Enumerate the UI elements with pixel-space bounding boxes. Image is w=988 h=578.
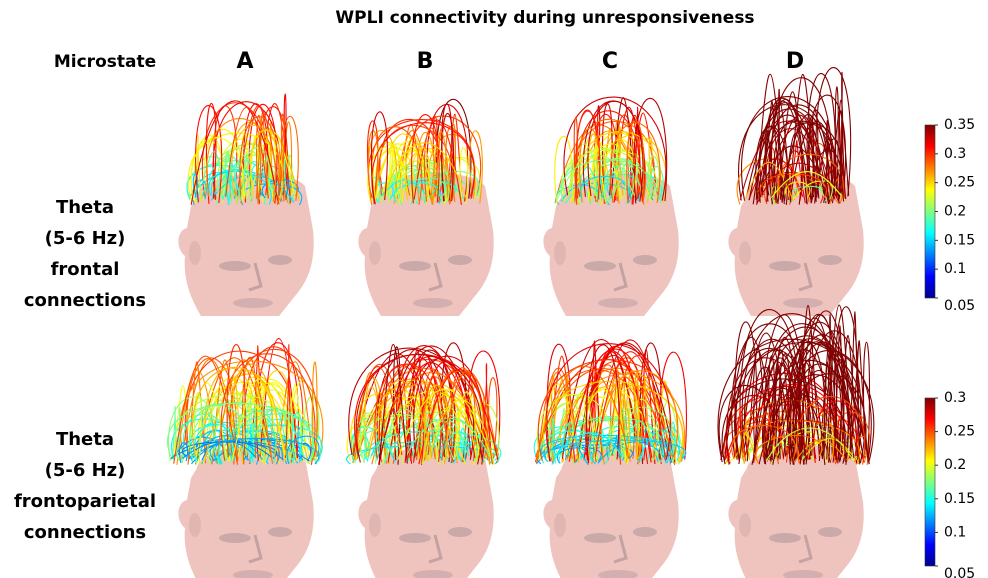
row-label: Theta — [56, 197, 114, 218]
row-label: Theta — [56, 429, 114, 450]
row-label: connections — [24, 522, 146, 543]
colorbar-tick-label: 0.35 — [944, 117, 975, 133]
head — [728, 445, 863, 578]
colorbar-tick-label: 0.1 — [944, 524, 966, 540]
column-label: A — [236, 49, 253, 74]
figure: WPLI connectivity during unresponsivenes… — [0, 0, 988, 578]
head — [543, 445, 678, 578]
column-label: B — [417, 49, 434, 74]
row-label: (5-6 Hz) — [45, 460, 126, 481]
connectivity-arcs — [168, 339, 323, 465]
connectivity-arcs — [347, 343, 501, 465]
connectivity-arcs — [534, 340, 686, 465]
row-label: frontal — [51, 259, 120, 280]
column-label: C — [602, 49, 618, 74]
row-label: connections — [24, 290, 146, 311]
column-header: Microstate — [54, 52, 156, 72]
column-label: D — [786, 49, 804, 74]
colorbar-tick-label: 0.25 — [944, 175, 975, 191]
row-label: (5-6 Hz) — [45, 228, 126, 249]
connectivity-arcs — [718, 305, 874, 465]
head — [178, 445, 313, 578]
colorbar-tick-label: 0.3 — [944, 146, 966, 162]
colorbar — [925, 398, 935, 566]
colorbar-tick-label: 0.3 — [944, 390, 966, 406]
colorbar — [925, 125, 935, 298]
colorbar-tick-label: 0.05 — [944, 566, 975, 578]
colorbar-tick-label: 0.2 — [944, 204, 966, 220]
colorbar-tick-label: 0.25 — [944, 424, 975, 440]
colorbar-tick-label: 0.05 — [944, 298, 975, 314]
colorbar-tick-label: 0.2 — [944, 457, 966, 473]
colorbar-tick-label: 0.1 — [944, 261, 966, 277]
figure-title: WPLI connectivity during unresponsivenes… — [335, 8, 754, 28]
colorbar-tick-label: 0.15 — [944, 491, 975, 507]
colorbar-tick-label: 0.15 — [944, 232, 975, 248]
head — [358, 445, 493, 578]
row-label: frontoparietal — [14, 491, 156, 512]
